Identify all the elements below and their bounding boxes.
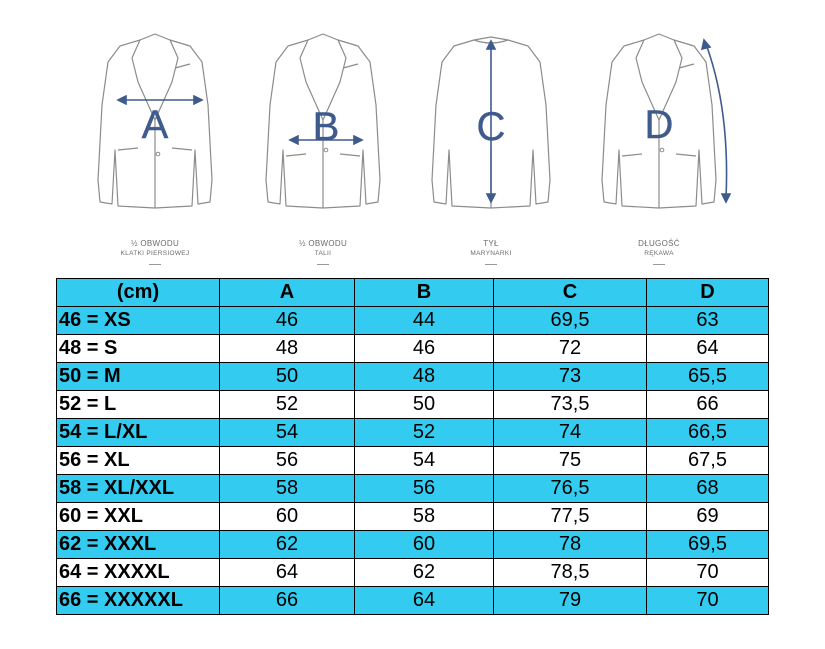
table-row: 60 = XXL 60 58 77,5 69	[56, 502, 769, 531]
jacket-sleeve-diagram: D	[601, 33, 732, 209]
measure-letter-a: A	[142, 103, 169, 147]
table-row: 56 = XL 56 54 75 67,5	[56, 446, 769, 475]
size-cell: 62 = XXXL	[56, 530, 220, 559]
caption-chest-line1: ½ OBWODU	[130, 239, 180, 248]
measure-letter-b: B	[313, 105, 340, 149]
caption-back: TYŁ MARYNARKI	[416, 238, 566, 265]
size-cell: 48 = S	[56, 334, 220, 363]
value-c-cell: 77,5	[493, 502, 647, 531]
caption-divider	[653, 264, 665, 265]
value-d-cell: 70	[646, 558, 769, 587]
caption-waist-line2: TALII	[314, 250, 332, 257]
size-cell: 52 = L	[56, 390, 220, 419]
value-c-cell: 69,5	[493, 306, 647, 335]
table-row: 46 = XS 46 44 69,5 63	[56, 306, 769, 335]
table-row: 50 = M 50 48 73 65,5	[56, 362, 769, 391]
size-table: (cm) A B C D 46 = XS 46 44 69,5 63 48 = S 48 46…	[56, 278, 769, 615]
table-row: 52 = L 52 50 73,5 66	[56, 390, 769, 419]
size-cell: 60 = XXL	[56, 502, 220, 531]
value-d-cell: 66	[646, 390, 769, 419]
caption-divider	[317, 264, 329, 265]
value-d-cell: 63	[646, 306, 769, 335]
value-a-cell: 64	[219, 558, 355, 587]
value-b-cell: 52	[354, 418, 494, 447]
caption-back-line2: MARYNARKI	[470, 250, 512, 257]
header-a: A	[219, 278, 355, 307]
value-c-cell: 76,5	[493, 474, 647, 503]
caption-divider	[149, 264, 161, 265]
header-unit: (cm)	[56, 278, 220, 307]
size-cell: 64 = XXXXL	[56, 558, 220, 587]
jacket-back-diagram: C	[431, 36, 551, 209]
jacket-front-chest-diagram: A	[97, 33, 213, 209]
value-b-cell: 58	[354, 502, 494, 531]
value-a-cell: 50	[219, 362, 355, 391]
value-b-cell: 64	[354, 586, 494, 615]
size-cell: 50 = M	[56, 362, 220, 391]
caption-sleeve-line2: RĘKAWA	[644, 250, 674, 257]
value-a-cell: 58	[219, 474, 355, 503]
value-c-cell: 73,5	[493, 390, 647, 419]
table-row: 48 = S 48 46 72 64	[56, 334, 769, 363]
value-b-cell: 56	[354, 474, 494, 503]
caption-waist: ½ OBWODU TALII	[248, 238, 398, 265]
value-c-cell: 75	[493, 446, 647, 475]
value-d-cell: 67,5	[646, 446, 769, 475]
value-a-cell: 52	[219, 390, 355, 419]
caption-waist-line1: ½ OBWODU	[298, 239, 348, 248]
value-d-cell: 66,5	[646, 418, 769, 447]
value-a-cell: 62	[219, 530, 355, 559]
value-c-cell: 72	[493, 334, 647, 363]
jacket-front-waist-diagram: B	[265, 33, 381, 209]
caption-sleeve-line1: DŁUGOŚĆ	[638, 239, 680, 248]
measure-letter-d: D	[645, 103, 674, 147]
value-b-cell: 60	[354, 530, 494, 559]
value-d-cell: 69	[646, 502, 769, 531]
value-c-cell: 79	[493, 586, 647, 615]
caption-divider	[485, 264, 497, 265]
caption-back-line1: TYŁ	[483, 239, 499, 248]
table-row: 64 = XXXXL 64 62 78,5 70	[56, 558, 769, 587]
size-cell: 58 = XL/XXL	[56, 474, 220, 503]
table-row: 66 = XXXXXL 66 64 79 70	[56, 586, 769, 615]
value-b-cell: 44	[354, 306, 494, 335]
size-cell: 54 = L/XL	[56, 418, 220, 447]
table-row: 58 = XL/XXL 58 56 76,5 68	[56, 474, 769, 503]
value-b-cell: 46	[354, 334, 494, 363]
value-a-cell: 46	[219, 306, 355, 335]
value-d-cell: 70	[646, 586, 769, 615]
header-d: D	[646, 278, 769, 307]
table-row: 62 = XXXL 62 60 78 69,5	[56, 530, 769, 559]
value-b-cell: 50	[354, 390, 494, 419]
value-b-cell: 54	[354, 446, 494, 475]
value-d-cell: 69,5	[646, 530, 769, 559]
value-d-cell: 65,5	[646, 362, 769, 391]
value-c-cell: 78,5	[493, 558, 647, 587]
caption-chest: ½ OBWODU KLATKI PIERSIOWEJ	[80, 238, 230, 265]
size-cell: 56 = XL	[56, 446, 220, 475]
value-c-cell: 73	[493, 362, 647, 391]
header-b: B	[354, 278, 494, 307]
value-d-cell: 64	[646, 334, 769, 363]
size-cell: 66 = XXXXXL	[56, 586, 220, 615]
value-a-cell: 54	[219, 418, 355, 447]
size-cell: 46 = XS	[56, 306, 220, 335]
value-a-cell: 56	[219, 446, 355, 475]
table-row: 54 = L/XL 54 52 74 66,5	[56, 418, 769, 447]
value-a-cell: 48	[219, 334, 355, 363]
caption-sleeve: DŁUGOŚĆ RĘKAWA	[584, 238, 734, 265]
value-c-cell: 74	[493, 418, 647, 447]
jacket-measurement-diagrams: A B C	[0, 0, 825, 272]
table-header-row: (cm) A B C D	[56, 278, 769, 307]
value-d-cell: 68	[646, 474, 769, 503]
value-c-cell: 78	[493, 530, 647, 559]
value-b-cell: 48	[354, 362, 494, 391]
measure-letter-c: C	[477, 105, 506, 149]
table-body: 46 = XS 46 44 69,5 63 48 = S 48 46 72 64 50 = M 50 4…	[56, 306, 769, 615]
value-a-cell: 60	[219, 502, 355, 531]
value-b-cell: 62	[354, 558, 494, 587]
caption-chest-line2: KLATKI PIERSIOWEJ	[120, 250, 190, 257]
value-a-cell: 66	[219, 586, 355, 615]
header-c: C	[493, 278, 647, 307]
